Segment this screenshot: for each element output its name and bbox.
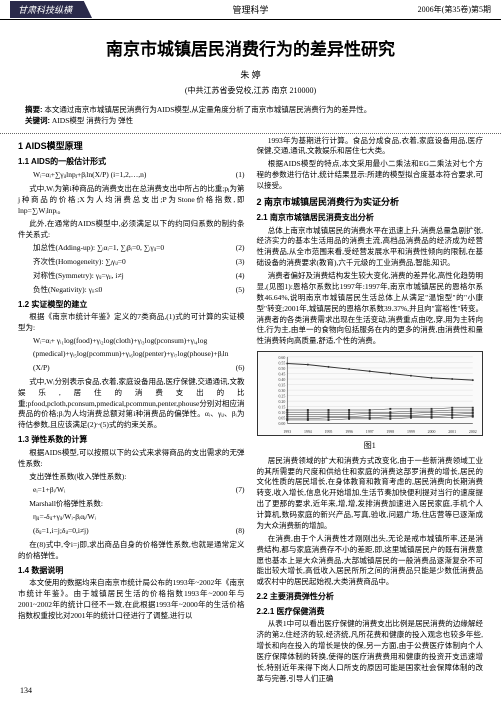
paragraph: 在(8)式中,令i=j即,求出商品自身的价格弹性系数,也就是通常定义的价格弹性。: [18, 540, 245, 562]
abstract-text: 本文通过南京市城镇居民消费行为AIDS模型,从定量角度分析了南京市城镇居民消费行…: [44, 105, 371, 114]
chart-caption: 图1: [257, 440, 484, 452]
svg-text:0.00: 0.00: [278, 422, 285, 426]
divider: [0, 133, 501, 134]
formula-8a: ηᵢⱼ=-δᵢⱼ+γᵢⱼ/Wᵢ-βᵢαⱼ/Wᵢ: [18, 512, 245, 523]
svg-text:2000: 2000: [427, 430, 435, 434]
svg-text:0.35: 0.35: [278, 384, 285, 388]
section-2-2-1: 2.2.1 医疗保健消费: [257, 606, 484, 618]
section-2-2: 2.2 主要消费弹性分析: [257, 591, 484, 603]
paragraph: 居民消费领域的扩大和消费方式改变化,由于一些新消费领域工业的其所需要的尺度和供给…: [257, 456, 484, 532]
svg-text:1996: 1996: [345, 430, 353, 434]
svg-text:0.60: 0.60: [278, 356, 285, 360]
svg-text:1998: 1998: [386, 430, 394, 434]
paragraph: 消费者偏好及消费结构发生较大变化,消费的差异化,高性化趋势明显,(见图1):恩格…: [257, 271, 484, 347]
paragraph: 1993年为基期进行计算。食品分成食品,衣着,家庭设备用品,医疗保健,交通,通讯…: [257, 136, 484, 158]
chart-svg: 0.000.05 0.100.15 0.200.25 0.300.35 0.400.45…: [258, 352, 483, 435]
svg-text:1997: 1997: [365, 430, 373, 434]
formula-6b: (pmedical)+γᵢ₅log(pcommun)+γᵢ₆log(penter…: [18, 349, 245, 360]
affiliation: (中共江苏省委党校,江苏 南京 210000): [0, 85, 501, 96]
section-2-1: 2.1 南京市城镇居民消费支出分析: [257, 212, 484, 224]
svg-text:2002: 2002: [468, 430, 476, 434]
paragraph: 式中,Wᵢ分别表示食品,衣着,家庭设备用品,医疗保健,交通通讯,文教娱乐,居住的…: [18, 377, 245, 431]
svg-text:0.30: 0.30: [278, 389, 285, 393]
svg-text:1995: 1995: [324, 430, 332, 434]
formula-2: 加总性(Adding-up): ∑ᵢαᵢ=1, ∑ᵢβᵢ=0, ∑ᵢγᵢⱼ=0(…: [18, 243, 245, 254]
paper-title: 南京市城镇居民消费行为的差异性研究: [0, 35, 501, 60]
journal-header: 甘肃科技纵横 管理科学 2006年(第35卷)第5期: [0, 0, 501, 20]
abstract: 摘要: 本文通过南京市城镇居民消费行为AIDS模型,从定量角度分析了南京市城镇居…: [0, 104, 501, 127]
figure-1: 0.000.05 0.100.15 0.200.25 0.300.35 0.400.45…: [257, 351, 484, 436]
section-1: 1 AIDS模型原理: [18, 140, 245, 153]
keywords-text: AIDS模型 消费行为 弹性: [52, 116, 133, 125]
formula-1: Wᵢ=αᵢ+∑γᵢⱼlnpⱼ+βᵢln(X/P) (i=1,2,…,n) (1): [18, 170, 245, 181]
section-2: 2 南京市城镇居民消费行为实证分析: [257, 196, 484, 209]
section-1-3: 1.3 弹性系数的计算: [18, 434, 245, 446]
abstract-label: 摘要:: [25, 105, 43, 114]
keywords-label: 关键词:: [25, 116, 50, 125]
paragraph: 从表1中可以看出医疗保健的消费支出比例是居民消费的边缘解经济的第2,住经济的较,…: [257, 619, 484, 684]
author: 朱 婷: [0, 68, 501, 81]
svg-text:0.05: 0.05: [278, 417, 285, 421]
svg-text:0.15: 0.15: [278, 406, 285, 410]
svg-text:1993: 1993: [283, 430, 291, 434]
svg-text:2001: 2001: [448, 430, 456, 434]
section-1-1: 1.1 AIDS的一般估计形式: [18, 156, 245, 168]
svg-text:0.55: 0.55: [278, 362, 285, 366]
svg-text:1999: 1999: [407, 430, 415, 434]
svg-text:0.40: 0.40: [278, 378, 285, 382]
right-column: 1993年为基期进行计算。食品分成食品,衣着,家庭设备用品,医疗保健,交通,通讯…: [257, 136, 484, 687]
svg-text:0.10: 0.10: [278, 411, 285, 415]
category: 管理科学: [232, 3, 268, 16]
formula-6a: Wᵢ=αᵢ+ γᵢ₁log(food)+γᵢ₂log(cloth)+γᵢ₃log…: [18, 336, 245, 347]
svg-text:0.45: 0.45: [278, 373, 285, 377]
content-columns: 1 AIDS模型原理 1.1 AIDS的一般估计形式 Wᵢ=αᵢ+∑γᵢⱼlnp…: [0, 136, 501, 687]
svg-text:0.25: 0.25: [278, 395, 285, 399]
section-1-4: 1.4 数据说明: [18, 565, 245, 577]
label: Marshall价格弹性系数:: [18, 499, 245, 510]
paragraph: 根据AIDS模型的特点,本文采用最小二乘法和EG二乘法对七个方程的参数进行估计,…: [257, 159, 484, 192]
paragraph: 总体上南京市城镇居民的消费水平在迅速上升,消费总量急剧扩张,经济实力的基本生活用…: [257, 226, 484, 270]
formula-6c: (X/P)(6): [18, 363, 245, 374]
paragraph: 式中,Wᵢ为第i种商品的消费支出在总消费支出中所占的比重;pⱼ为第j种商品的价格…: [18, 184, 245, 217]
left-column: 1 AIDS模型原理 1.1 AIDS的一般估计形式 Wᵢ=αᵢ+∑γᵢⱼlnp…: [18, 136, 245, 687]
paragraph: 根据《南京市统计年鉴》定义的7类商品,(1)式的可计算的实证模型为:: [18, 312, 245, 334]
paragraph: 根据AIDS模型,可以按照以下的公式来求得商品的支出需求的无弹性系数:: [18, 448, 245, 470]
page-number: 134: [20, 686, 32, 695]
formula-4: 对称性(Symmetry): γᵢⱼ=γⱼᵢ, i≠j(4): [18, 271, 245, 282]
paragraph: 在消费,由于个人消费性才刚刚出头,无论是戒市城镇所率,还是消费结构,都与家庭消费…: [257, 534, 484, 588]
label: 支出弹性系数(收入弹性系数):: [18, 472, 245, 483]
svg-text:0.50: 0.50: [278, 367, 285, 371]
journal-name: 甘肃科技纵横: [10, 1, 92, 18]
formula-5: 负性(Negativity): γᵢᵢ≤0(5): [18, 285, 245, 296]
svg-text:0.20: 0.20: [278, 400, 285, 404]
formula-3: 齐次性(Homogeneity): ∑ⱼγᵢⱼ=0(3): [18, 257, 245, 268]
formula-7: eᵢ=1+βᵢ/Wᵢ(7): [18, 485, 245, 496]
paragraph: 本文使用的数据均来自南京市统计局公布的1993年~2002年《南京市统计年鉴》。…: [18, 578, 245, 622]
section-1-2: 1.2 实证模型的建立: [18, 299, 245, 311]
paragraph: 此外,在通常的AIDS模型中,必须满足以下的约同归系数的制约条件关系式:: [18, 219, 245, 241]
svg-text:1994: 1994: [303, 430, 311, 434]
formula-8b: (δᵢⱼ=1,i=j;δᵢⱼ=0,i≠j)(8): [18, 526, 245, 537]
issue-info: 2006年(第35卷)第5期: [418, 4, 491, 15]
